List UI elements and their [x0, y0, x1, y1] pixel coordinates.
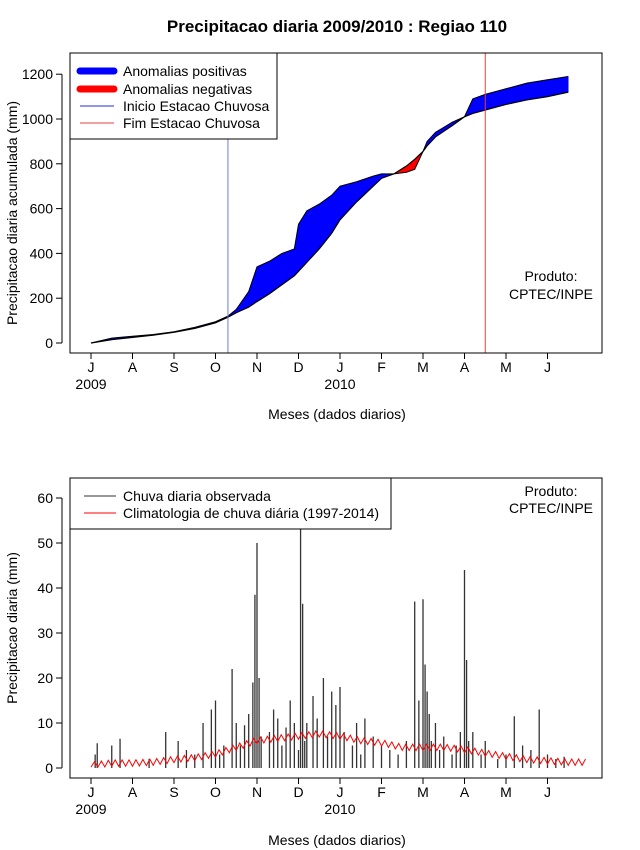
x-tick-label: S [169, 784, 178, 800]
legend-label-climatology: Climatologia de chuva diária (1997-2014) [123, 505, 379, 521]
y-tick-label: 50 [37, 535, 53, 551]
positive-anomaly-segment [294, 224, 299, 277]
x-tick-label: J [544, 359, 551, 375]
y-tick-label: 30 [37, 625, 53, 641]
x-tick-label: D [293, 784, 303, 800]
y-tick-label: 1200 [22, 66, 53, 82]
positive-anomaly-segment [298, 209, 308, 272]
climatology-accumulated-line [90, 91, 569, 344]
x-tick-label: A [460, 784, 470, 800]
y-tick-label: 0 [45, 335, 53, 351]
x-tick-label: N [252, 359, 262, 375]
y-tick-label: 40 [37, 580, 53, 596]
x-tick-label: N [252, 784, 262, 800]
x-tick-label: J [88, 784, 95, 800]
y-tick-label: 0 [45, 760, 53, 776]
positive-anomaly-segment [269, 252, 283, 295]
x-tick-label: F [377, 784, 386, 800]
y-axis-label: Precipitacao diaria (mm) [4, 552, 20, 704]
x-tick-label: J [337, 784, 344, 800]
y-tick-label: 60 [37, 490, 53, 506]
legend: Chuva diaria observada Climatologia de c… [69, 477, 392, 530]
y-tick-label: 1000 [22, 111, 53, 127]
legend-label-negative: Anomalias negativas [123, 81, 252, 97]
x-axis-label: Meses (dados diarios) [268, 832, 406, 848]
y-tick-label: 200 [30, 290, 54, 306]
product-org: CPTEC/INPE [509, 500, 593, 516]
x-tick-label: M [417, 359, 429, 375]
legend: Anomalias positivas Anomalias negativas … [69, 52, 278, 140]
product-org: CPTEC/INPE [509, 286, 593, 302]
legend-label-observed: Chuva diaria observada [123, 488, 271, 504]
legend-box [69, 477, 392, 530]
positive-anomaly-segment [339, 181, 357, 221]
year-label: 2010 [324, 376, 355, 392]
legend-label-onset: Inicio Estacao Chuvosa [123, 98, 270, 114]
x-tick-label: M [500, 784, 512, 800]
y-axis-label: Precipitacao diaria acumulada (mm) [4, 101, 20, 325]
legend-box [69, 52, 278, 140]
x-tick-label: F [377, 359, 386, 375]
y-tick-label: 400 [30, 245, 54, 261]
observed-accumulated-line [90, 75, 569, 344]
x-tick-label: J [544, 784, 551, 800]
x-tick-label: M [500, 359, 512, 375]
x-axis-label: Meses (dados diarios) [268, 406, 406, 422]
y-tick-label: 800 [30, 156, 54, 172]
positive-anomaly-segment [306, 203, 320, 263]
year-label: 2009 [75, 376, 106, 392]
climatology-daily-line [90, 729, 586, 769]
observed-daily-bars [94, 529, 565, 768]
x-tick-label: S [169, 359, 178, 375]
y-tick-label: 10 [37, 715, 53, 731]
legend-label-positive: Anomalias positivas [123, 63, 247, 79]
x-tick-label: O [210, 359, 221, 375]
year-label: 2010 [324, 801, 355, 817]
year-label: 2009 [75, 801, 106, 817]
legend-label-end: Fim Estacao Chuvosa [123, 115, 260, 131]
product-label: Produto: [525, 268, 578, 284]
x-tick-label: A [128, 359, 138, 375]
x-tick-label: D [293, 359, 303, 375]
x-tick-label: A [128, 784, 138, 800]
x-tick-label: O [210, 784, 221, 800]
chart-title: Precipitacao diaria 2009/2010 : Regiao 1… [167, 17, 507, 36]
y-tick-label: 600 [30, 201, 54, 217]
x-tick-label: J [337, 359, 344, 375]
x-tick-label: M [417, 784, 429, 800]
y-axis: 0 10 20 30 40 50 60 [37, 490, 63, 776]
product-label: Produto: [525, 483, 578, 499]
y-axis: 0 200 400 600 800 1000 1200 [22, 66, 63, 351]
positive-anomaly-segment [281, 248, 295, 286]
x-tick-label: J [88, 359, 95, 375]
y-tick-label: 20 [37, 670, 53, 686]
x-tick-label: A [460, 359, 470, 375]
